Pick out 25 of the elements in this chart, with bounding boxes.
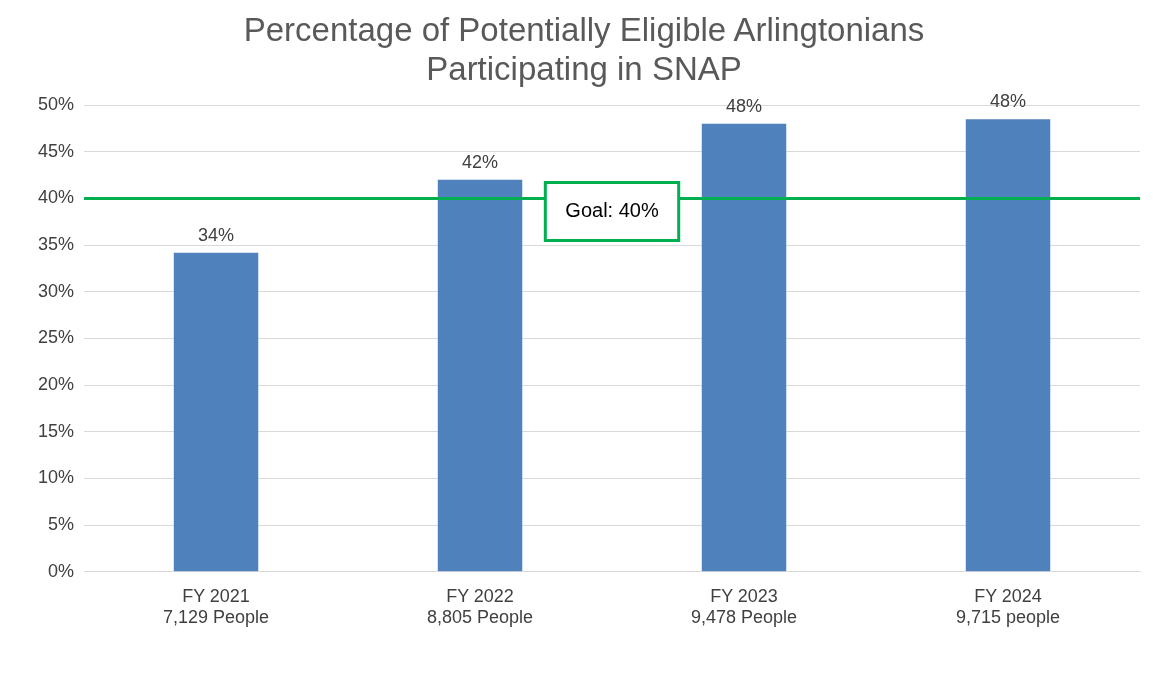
y-tick-label: 25% — [38, 327, 75, 348]
y-tick-label: 10% — [38, 467, 75, 488]
x-tick-label: FY 2024 9,715 people — [955, 585, 1061, 628]
x-tick-label: FY 2023 9,478 People — [690, 585, 798, 628]
data-label: 34% — [198, 224, 235, 245]
data-label: 48% — [989, 91, 1027, 112]
ref-line-label: Goal: 40% — [565, 199, 659, 222]
x-tick-label: FY 2021 7,129 People — [162, 585, 270, 628]
y-tick-label: 15% — [38, 420, 75, 441]
y-tick-label: 40% — [38, 187, 75, 208]
y-tick-label: 30% — [38, 280, 75, 301]
bar — [173, 252, 259, 572]
y-tick-label: 45% — [38, 140, 75, 161]
y-tick-label: 5% — [48, 514, 75, 535]
x-tick-label: FY 2022 8,805 People — [426, 585, 534, 628]
bar — [965, 119, 1051, 572]
data-label: 48% — [725, 95, 763, 116]
y-tick-label: 20% — [38, 374, 75, 395]
y-tick-label: 35% — [38, 234, 75, 255]
bar — [701, 123, 787, 572]
y-tick-label: 50% — [38, 94, 75, 115]
data-label: 42% — [462, 151, 499, 172]
y-tick-label: 0% — [48, 560, 75, 581]
chart-title: Percentage of Potentially Eligible Arlingtonians Participating in SNAP — [243, 10, 925, 88]
bar — [437, 179, 523, 572]
